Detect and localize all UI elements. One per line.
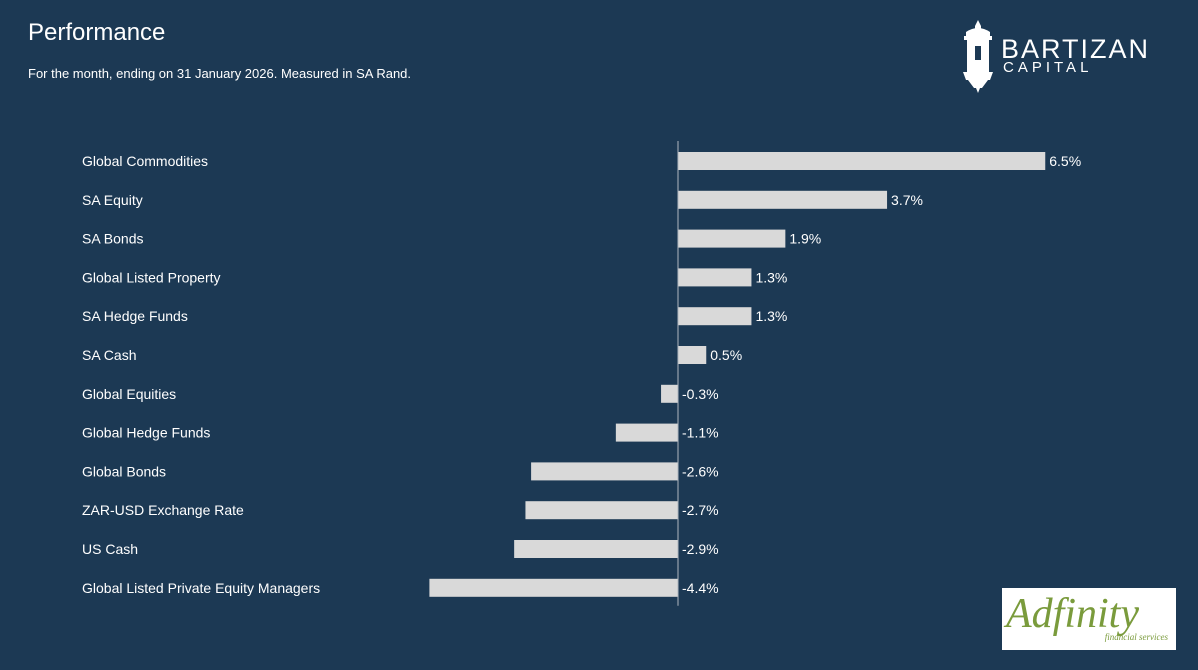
category-label: SA Hedge Funds <box>82 308 188 324</box>
adfinity-tagline: financial services <box>1104 632 1168 642</box>
category-label: Global Hedge Funds <box>82 425 210 441</box>
bar <box>531 462 678 481</box>
value-label: 3.7% <box>891 192 923 208</box>
value-label: -4.4% <box>682 580 719 596</box>
value-label: -2.7% <box>682 502 719 518</box>
page-subtitle: For the month, ending on 31 January 2026… <box>28 66 412 81</box>
bar <box>429 578 678 597</box>
bar <box>615 423 678 442</box>
category-label: US Cash <box>82 541 138 557</box>
bar <box>514 540 678 558</box>
brand-name: BARTIZAN <box>1001 34 1151 64</box>
value-label: 6.5% <box>1049 153 1081 169</box>
bar <box>525 501 678 520</box>
bar <box>678 190 888 209</box>
page-title: Performance <box>28 19 166 46</box>
bar <box>678 229 786 248</box>
category-label: Global Commodities <box>82 153 208 169</box>
value-label: 1.9% <box>789 231 821 247</box>
category-label: SA Bonds <box>82 231 144 247</box>
bar <box>678 346 707 364</box>
tower-icon <box>963 20 993 93</box>
value-label: 1.3% <box>755 269 787 285</box>
bar <box>678 307 752 326</box>
value-label: -2.6% <box>682 463 719 479</box>
value-label: -0.3% <box>682 386 719 402</box>
bar <box>678 268 752 287</box>
brand-subname: CAPITAL <box>1003 59 1093 76</box>
bartizan-logo: BARTIZAN CAPITAL <box>958 18 1168 94</box>
bar <box>678 152 1046 170</box>
category-label: Global Listed Private Equity Managers <box>82 580 320 596</box>
category-label: Global Bonds <box>82 463 166 479</box>
adfinity-logo: Adfinity financial services <box>1002 588 1176 650</box>
value-label: -1.1% <box>682 425 719 441</box>
value-label: 1.3% <box>755 308 787 324</box>
value-label: 0.5% <box>710 347 742 363</box>
category-label: ZAR-USD Exchange Rate <box>82 502 244 518</box>
category-label: SA Cash <box>82 347 136 363</box>
value-label: -2.9% <box>682 541 719 557</box>
adfinity-name: Adfinity <box>1006 591 1139 637</box>
bar <box>661 384 678 403</box>
category-label: Global Listed Property <box>82 269 221 285</box>
category-label: SA Equity <box>82 192 143 208</box>
category-label: Global Equities <box>82 386 176 402</box>
